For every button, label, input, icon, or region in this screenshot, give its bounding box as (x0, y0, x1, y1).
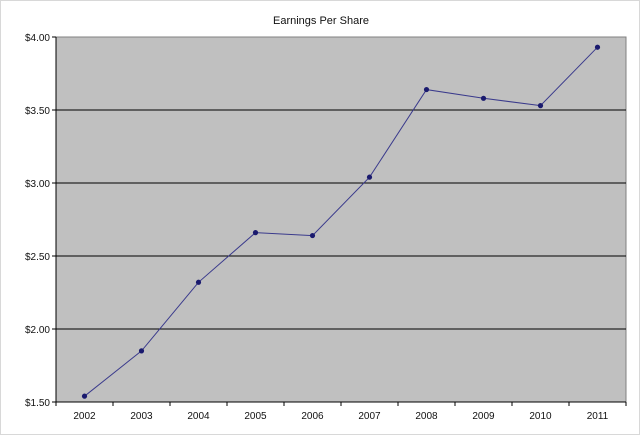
series-line (84, 46, 598, 397)
gridlines (56, 109, 626, 330)
data-point-2010 (537, 103, 544, 109)
x-tick-label: 2008 (415, 411, 438, 422)
x-tick-label: 2004 (187, 411, 210, 422)
y-tick-label: $3.50 (25, 106, 50, 117)
chart-title: Earnings Per Share (273, 15, 369, 27)
data-point-2008 (423, 86, 430, 93)
y-tick-label: $2.50 (25, 252, 50, 263)
x-tick-label: 2002 (73, 411, 96, 422)
x-tick-label: 2007 (358, 411, 381, 422)
data-point-2011 (594, 44, 601, 50)
y-tick-label: $1.50 (25, 398, 50, 409)
x-tick-label: 2005 (244, 411, 267, 422)
x-tick-label: 2010 (529, 411, 552, 422)
x-tick-label: 2011 (587, 411, 609, 422)
plot-area (55, 36, 627, 403)
data-point-2004 (195, 279, 202, 285)
x-tick-label: 2006 (301, 411, 324, 422)
y-tick-label: $2.00 (25, 325, 50, 336)
data-point-2009 (480, 95, 487, 101)
data-point-2006 (309, 232, 316, 239)
data-point-2005 (252, 230, 259, 236)
series-layer (81, 44, 601, 399)
y-tick-label: $4.00 (25, 33, 50, 44)
x-tick-label: 2003 (130, 411, 153, 422)
y-tick-label: $3.00 (25, 179, 50, 190)
x-tick-label: 2009 (472, 411, 495, 422)
axes: $1.50 $2.00 $2.50 $3.00 $3.50 $4.00 2002 2003 20… (25, 33, 627, 422)
data-point-2003 (138, 348, 145, 354)
data-point-2007 (366, 174, 373, 180)
data-point-2002 (81, 393, 88, 399)
